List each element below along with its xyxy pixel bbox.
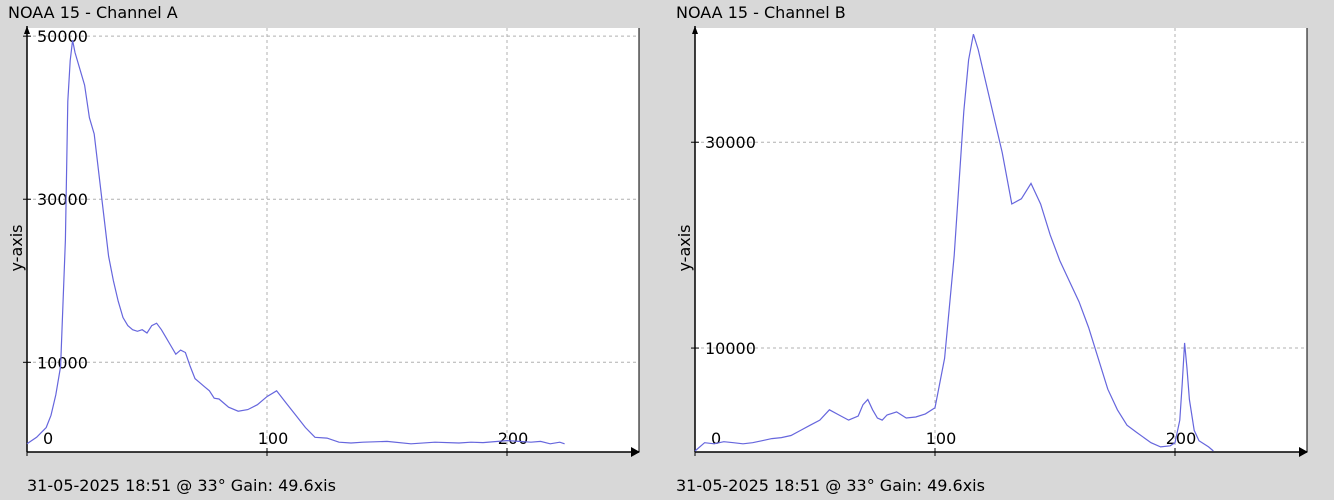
x-tick-label-0: 0 — [711, 429, 721, 448]
y-tick-label-10000: 10000 — [37, 353, 88, 372]
y-tick-label-30000: 30000 — [37, 190, 88, 209]
footer-caption-channel-b: 31-05-2025 18:51 @ 33° Gain: 49.6xis — [676, 476, 985, 495]
y-axis-label: y-axis — [7, 224, 26, 271]
y-tick-label-10000: 10000 — [705, 339, 756, 358]
x-tick-label-100: 100 — [926, 429, 957, 448]
footer-caption-channel-a: 31-05-2025 18:51 @ 33° Gain: 49.6xis — [27, 476, 336, 495]
y-tick-label-50000: 50000 — [37, 27, 88, 46]
plot-background — [695, 28, 1307, 452]
series-line-0-0 — [26, 40, 565, 445]
x-axis-arrow — [1299, 447, 1308, 457]
chart-title-channel-a: NOAA 15 - Channel A — [8, 3, 178, 22]
y-axis-arrow — [24, 26, 30, 34]
plot-background — [27, 28, 639, 452]
x-tick-label-100: 100 — [258, 429, 289, 448]
y-axis-arrow — [692, 26, 698, 34]
chart-title-channel-b: NOAA 15 - Channel B — [676, 3, 846, 22]
x-axis-arrow — [631, 447, 640, 457]
series-line-1-0 — [694, 34, 1214, 452]
y-tick-label-30000: 30000 — [705, 133, 756, 152]
x-tick-label-200: 200 — [498, 429, 529, 448]
y-axis-label: y-axis — [675, 224, 694, 271]
x-tick-label-0: 0 — [43, 429, 53, 448]
